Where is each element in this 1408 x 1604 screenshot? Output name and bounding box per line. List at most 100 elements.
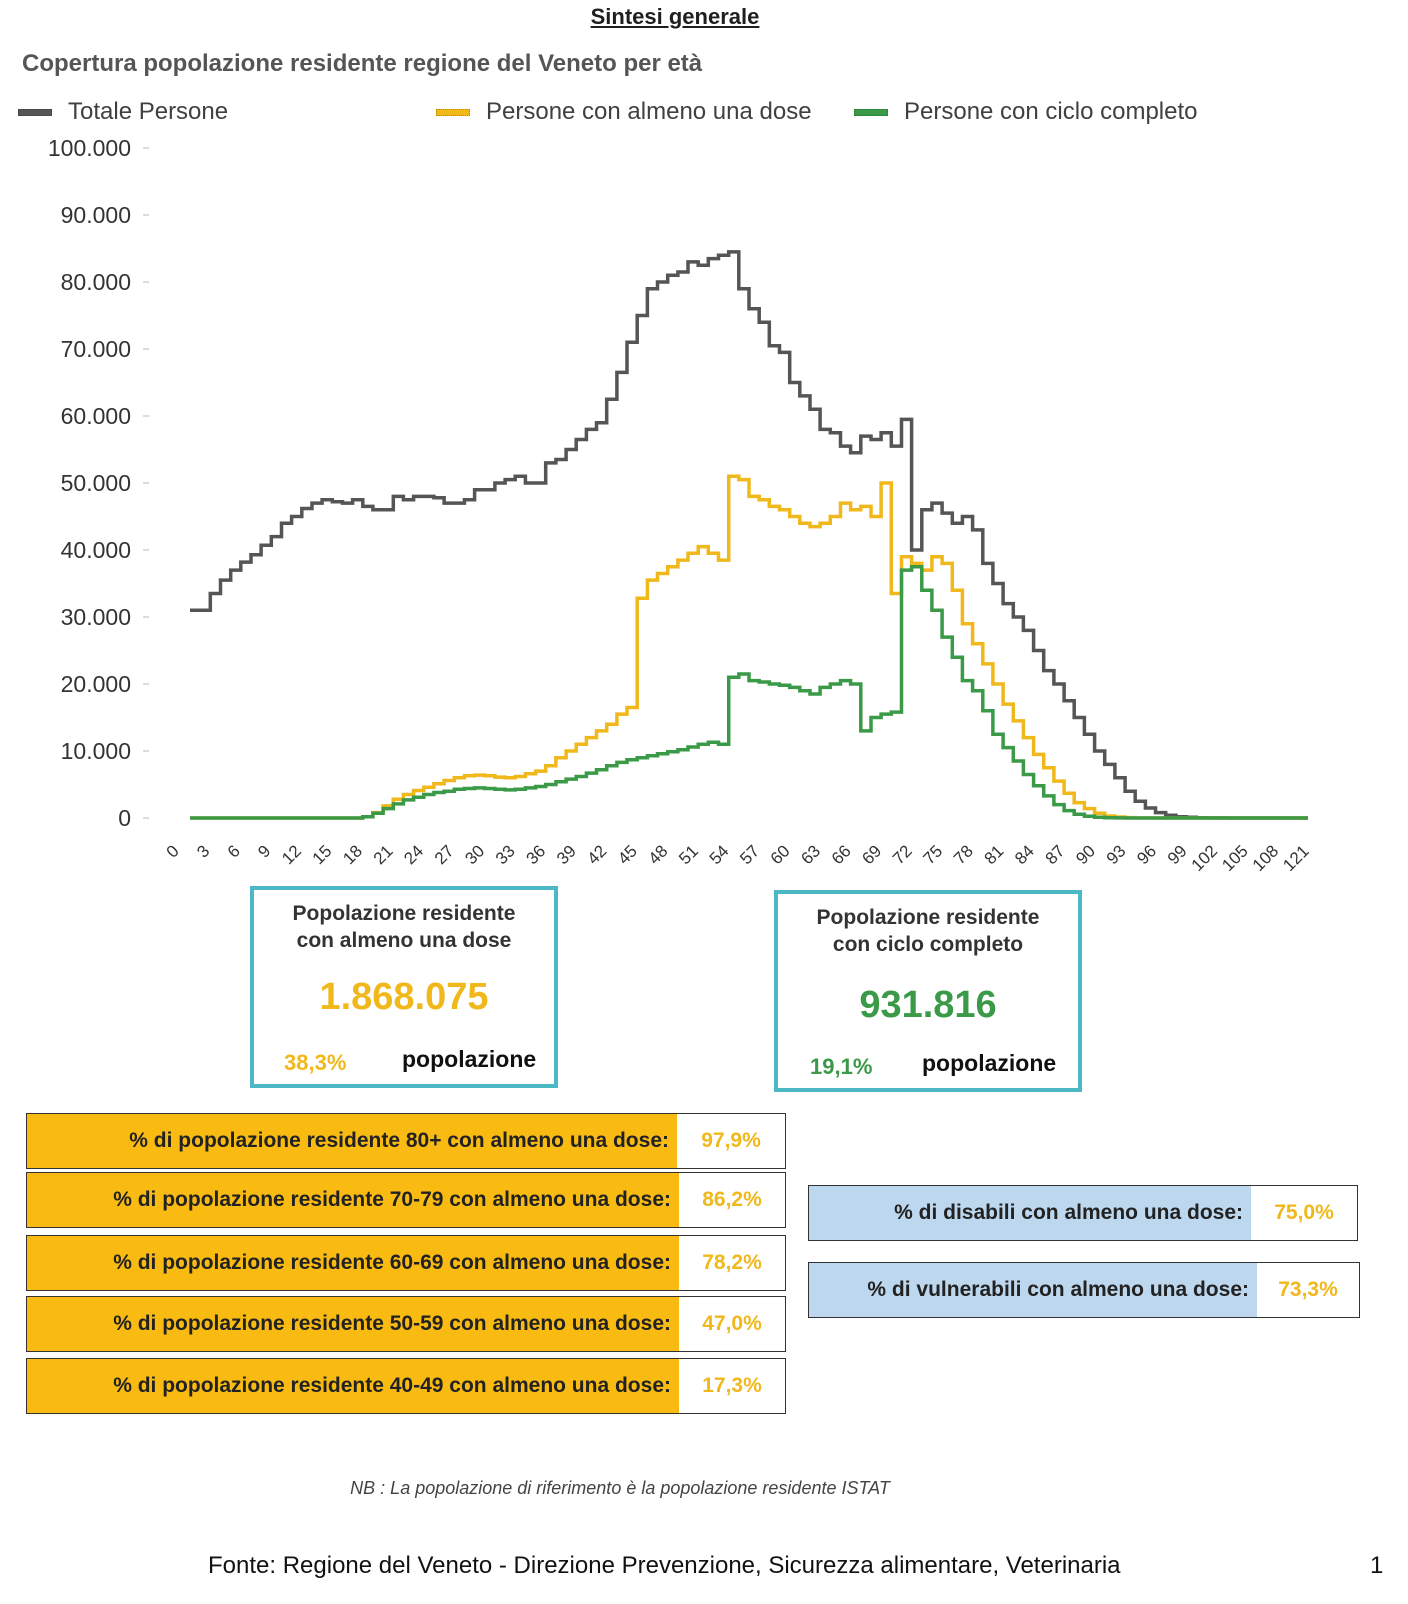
page-number: 1	[1370, 1552, 1384, 1579]
age-stat-value: 47,0%	[679, 1297, 785, 1351]
x-tick-label: 51	[675, 841, 702, 868]
legend-item-complete: Persone con ciclo completo	[854, 98, 1197, 126]
x-tick-label: 6	[224, 841, 244, 861]
kpi-complete-pop-label: popolazione	[922, 1050, 1057, 1076]
page-title: Sintesi generale	[590, 4, 760, 29]
age-stat-value: 86,2%	[679, 1173, 785, 1227]
x-tick-label: 57	[736, 841, 763, 868]
x-tick-label: 0	[163, 841, 183, 861]
kpi-one-dose-box: Popolazione residente con almeno una dos…	[250, 886, 558, 1088]
legend-swatch-one-dose	[436, 108, 470, 116]
reference-note: NB : La popolazione di riferimento è la …	[350, 1478, 890, 1498]
y-tick-label: 30.000	[61, 604, 131, 630]
age-stat-value: 17,3%	[679, 1359, 785, 1413]
x-tick-label: 3	[193, 841, 213, 861]
x-tick-label: 30	[461, 841, 488, 868]
age-stat-label: % di popolazione residente 80+ con almen…	[27, 1114, 677, 1168]
age-stat-row-70-79: % di popolazione residente 70-79 con alm…	[26, 1172, 786, 1228]
y-tick-label: 40.000	[61, 537, 131, 563]
age-stat-label: % di popolazione residente 40-49 con alm…	[27, 1359, 679, 1413]
age-stat-label: % di popolazione residente 60-69 con alm…	[27, 1236, 679, 1290]
kpi-complete-pct: 19,1%	[810, 1054, 873, 1079]
x-tick-label: 78	[950, 841, 977, 868]
y-tick-label: 80.000	[61, 269, 131, 295]
x-tick-label: 63	[797, 841, 824, 868]
x-tick-label: 9	[254, 841, 274, 861]
x-tick-label: 33	[492, 841, 519, 868]
y-tick-label: 60.000	[61, 403, 131, 429]
special-stat-label: % di disabili con almeno una dose:	[809, 1186, 1251, 1240]
series-total-line	[190, 250, 1308, 820]
x-tick-label: 121	[1279, 841, 1312, 874]
x-tick-label: 102	[1188, 841, 1221, 874]
x-tick-label: 21	[370, 841, 397, 868]
kpi-complete-title-line1: Popolazione residente	[816, 906, 1040, 929]
x-tick-label: 90	[1072, 841, 1099, 868]
chart-plot: 0 10.000 20.000 30.000 40.000 50.000 60.000 70.…	[48, 135, 1313, 875]
x-tick-label: 93	[1103, 841, 1130, 868]
special-stat-value: 73,3%	[1257, 1263, 1359, 1317]
age-stat-value: 78,2%	[679, 1236, 785, 1290]
x-tick-label: 45	[614, 841, 641, 868]
x-tick-label: 96	[1133, 841, 1160, 868]
special-stat-label: % di vulnerabili con almeno una dose:	[809, 1263, 1257, 1317]
kpi-one-dose-pop-label: popolazione	[402, 1046, 537, 1072]
age-stat-label: % di popolazione residente 70-79 con alm…	[27, 1173, 679, 1227]
x-tick-label: 72	[889, 841, 916, 868]
x-tick-label: 69	[858, 841, 885, 868]
x-tick-label: 99	[1164, 841, 1191, 868]
kpi-one-dose-pct: 38,3%	[284, 1050, 347, 1075]
x-tick-label: 87	[1042, 841, 1069, 868]
legend-swatch-complete	[854, 108, 888, 116]
y-tick-label: 90.000	[61, 202, 131, 228]
age-stat-label: % di popolazione residente 50-59 con alm…	[27, 1297, 679, 1351]
legend-label-one-dose: Persone con almeno una dose	[486, 98, 812, 125]
kpi-complete-value: 931.816	[859, 984, 997, 1026]
x-tick-label: 15	[309, 841, 336, 868]
age-stat-row-40-49: % di popolazione residente 40-49 con alm…	[26, 1358, 786, 1414]
x-tick-label: 48	[645, 841, 672, 868]
y-tick-label: 50.000	[61, 470, 131, 496]
x-tick-label: 105	[1218, 841, 1251, 874]
legend-item-total: Totale Persone	[18, 98, 228, 126]
x-tick-label: 54	[706, 841, 733, 868]
chart-title: Copertura popolazione residente regione …	[22, 50, 703, 77]
y-tick-label: 20.000	[61, 671, 131, 697]
chart-legend: Totale Persone Persone con almeno una do…	[0, 98, 1408, 128]
x-tick-label: 27	[431, 841, 458, 868]
age-stat-value: 97,9%	[677, 1114, 785, 1168]
kpi-one-dose-value: 1.868.075	[319, 976, 489, 1018]
kpi-one-dose-title-line2: con almeno una dose	[296, 929, 512, 952]
y-tick-label: 70.000	[61, 336, 131, 362]
x-tick-label: 24	[400, 841, 427, 868]
x-tick-label: 36	[523, 841, 550, 868]
y-tick-label: 100.000	[48, 135, 131, 161]
source-footer: Fonte: Regione del Veneto - Direzione Pr…	[208, 1552, 1121, 1579]
special-stat-value: 75,0%	[1251, 1186, 1357, 1240]
x-tick-label: 81	[981, 841, 1008, 868]
age-stat-row-80plus: % di popolazione residente 80+ con almen…	[26, 1113, 786, 1169]
x-tick-label: 39	[553, 841, 580, 868]
kpi-complete-box: Popolazione residente con ciclo completo…	[774, 890, 1082, 1092]
x-tick-label: 42	[584, 841, 611, 868]
x-tick-label: 18	[339, 841, 366, 868]
legend-item-one-dose: Persone con almeno una dose	[436, 98, 812, 126]
y-tick-label: 10.000	[61, 738, 131, 764]
x-tick-label: 108	[1249, 841, 1282, 874]
age-stat-row-50-59: % di popolazione residente 50-59 con alm…	[26, 1296, 786, 1352]
x-tick-label: 66	[828, 841, 855, 868]
legend-label-complete: Persone con ciclo completo	[904, 98, 1198, 125]
x-tick-label: 12	[278, 841, 305, 868]
x-tick-label: 60	[767, 841, 794, 868]
x-tick-label: 84	[1011, 841, 1038, 868]
kpi-complete-title-line2: con ciclo completo	[832, 933, 1024, 956]
x-tick-label: 75	[920, 841, 947, 868]
y-tick-label: 0	[118, 805, 131, 831]
legend-swatch-total	[18, 108, 52, 116]
legend-label-total: Totale Persone	[68, 98, 229, 125]
series-one-dose-line	[190, 474, 1308, 820]
kpi-one-dose-title-line1: Popolazione residente	[292, 902, 516, 925]
special-stat-row-vulnerable: % di vulnerabili con almeno una dose: 73…	[808, 1262, 1360, 1318]
age-stat-row-60-69: % di popolazione residente 60-69 con alm…	[26, 1235, 786, 1291]
special-stat-row-disabled: % di disabili con almeno una dose: 75,0%	[808, 1185, 1358, 1241]
